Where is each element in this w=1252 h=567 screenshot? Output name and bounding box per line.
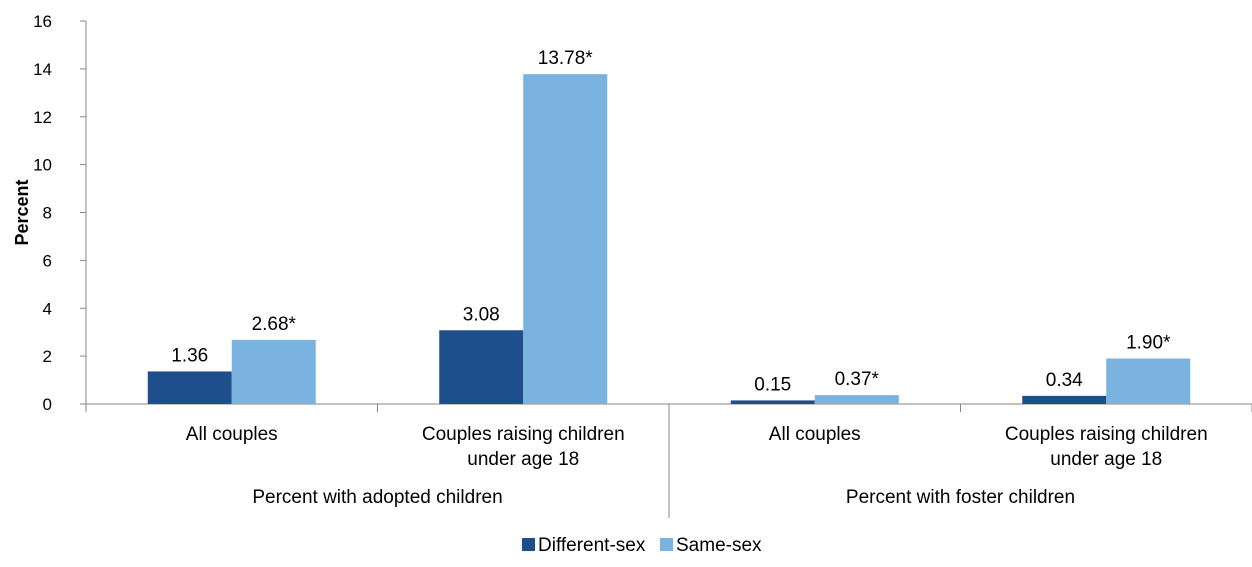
bar-different-sex	[147, 371, 232, 404]
y-tick-label: 6	[43, 251, 52, 270]
bar-same-sex	[231, 339, 316, 404]
bar-same-sex	[523, 74, 608, 405]
category-label: under age 18	[467, 449, 579, 470]
category-label: All couples	[186, 424, 278, 445]
category-label: under age 18	[1050, 449, 1162, 470]
data-label: 2.68*	[252, 314, 297, 335]
data-label: 3.08	[463, 304, 500, 325]
y-tick-label: 14	[33, 60, 52, 79]
data-label: 0.15	[754, 374, 791, 395]
legend-label: Same-sex	[676, 535, 762, 556]
data-label: 1.90*	[1126, 333, 1171, 354]
group-label: Percent with adopted children	[252, 487, 502, 508]
y-tick-label: 2	[43, 347, 52, 366]
legend-swatch-different-sex	[522, 538, 535, 551]
category-label: Couples raising children	[422, 424, 625, 445]
bar-same-sex	[814, 395, 899, 404]
data-label: 1.36	[171, 345, 208, 366]
y-tick-label: 4	[43, 299, 52, 318]
y-tick-label: 0	[43, 395, 52, 414]
category-label: Couples raising children	[1005, 424, 1208, 445]
y-tick-label: 12	[33, 108, 52, 127]
bar-different-sex	[1022, 395, 1107, 404]
legend-label: Different-sex	[538, 535, 646, 556]
category-label: All couples	[769, 424, 861, 445]
bar-same-sex	[1106, 358, 1191, 404]
data-label: 13.78*	[538, 48, 594, 69]
group-label: Percent with foster children	[846, 487, 1075, 508]
bar-different-sex	[730, 400, 815, 404]
data-label: 0.37*	[835, 369, 880, 390]
y-tick-label: 16	[33, 12, 52, 31]
y-tick-label: 10	[33, 156, 52, 175]
legend-swatch-same-sex	[660, 538, 673, 551]
y-axis-title: Percent	[12, 179, 32, 245]
data-label: 0.34	[1046, 370, 1083, 391]
y-tick-label: 8	[43, 204, 52, 223]
bar-different-sex	[439, 330, 524, 404]
